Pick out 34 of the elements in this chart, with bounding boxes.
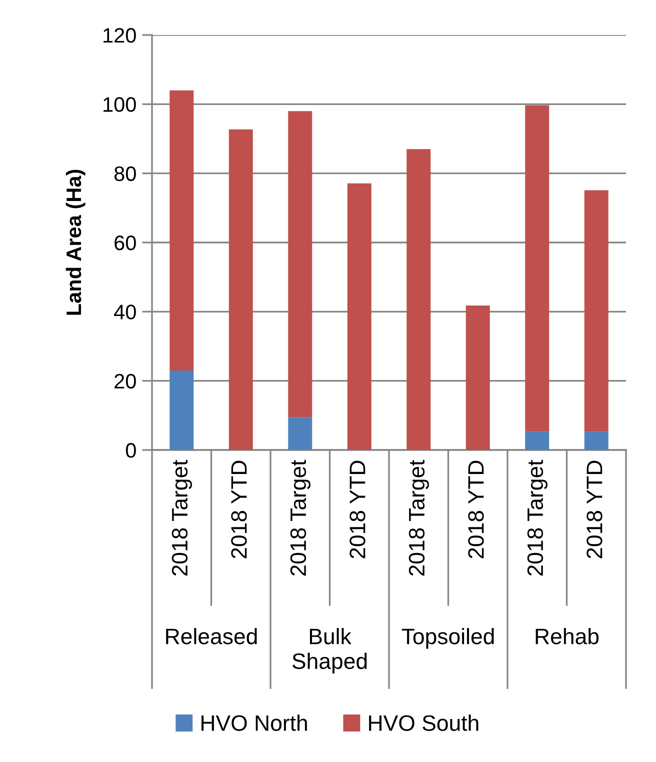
- bar: [525, 432, 550, 450]
- x-tick-label: 2018 Target: [172, 460, 192, 576]
- bar: [288, 417, 312, 450]
- y-axis-title: Land Area (Ha): [66, 170, 86, 315]
- text: Rehab: [536, 628, 599, 644]
- text: Topsoiled: [402, 628, 494, 649]
- y-tick-label: 100: [104, 97, 136, 112]
- bar: [288, 111, 312, 418]
- y-tick-label: 20: [114, 374, 136, 389]
- bar: [406, 149, 431, 450]
- y-tick-label: 80: [114, 166, 136, 182]
- legend-label: HVO North: [202, 714, 307, 731]
- x-tick-label: 2018 YTD: [586, 460, 602, 558]
- x-tick-label: 2018 Target: [527, 460, 548, 576]
- bar: [525, 105, 550, 432]
- x-tick-label: 2018 YTD: [231, 460, 247, 558]
- y-tick-label: 40: [114, 304, 136, 320]
- x-tick-label: 2018 YTD: [350, 460, 366, 558]
- x-tick-label: 2018 Target: [290, 460, 310, 576]
- y-tick-label: 60: [114, 236, 136, 250]
- bar: [466, 305, 490, 450]
- bar: [584, 190, 608, 432]
- text: Bulk Shaped: [292, 628, 367, 674]
- x-tick-label: 2018 Target: [408, 460, 429, 576]
- bar: [170, 370, 194, 450]
- text: Released: [166, 628, 257, 644]
- y-tick-label: 120: [104, 28, 136, 43]
- bar: [228, 129, 253, 450]
- x-tick-label: 2018 YTD: [468, 460, 484, 558]
- bar: [170, 90, 194, 370]
- bar: [584, 432, 608, 450]
- bar: [347, 183, 372, 450]
- y-tick-label: 0: [126, 443, 136, 458]
- legend-label: HVO South: [369, 714, 478, 731]
